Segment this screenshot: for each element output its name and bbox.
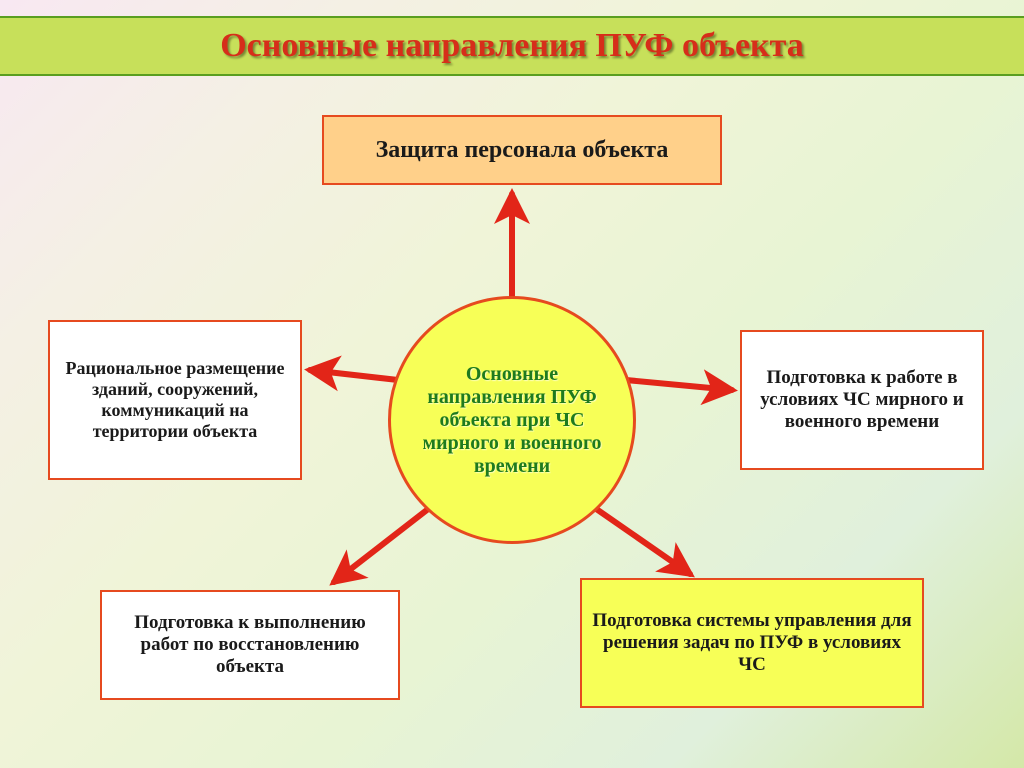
center-text: Основные направления ПУФ объекта при ЧС … bbox=[409, 363, 615, 478]
box-bottom-left: Подготовка к выполнению работ по восстан… bbox=[100, 590, 400, 700]
box-left-text: Рациональное размещение зданий, сооружен… bbox=[60, 358, 290, 442]
box-bottom-right: Подготовка системы управления для решени… bbox=[580, 578, 924, 708]
title-bar: Основные направления ПУФ объекта bbox=[0, 16, 1024, 76]
box-top: Защита персонала объекта bbox=[322, 115, 722, 185]
center-hub: Основные направления ПУФ объекта при ЧС … bbox=[388, 296, 636, 544]
box-bottom-right-text: Подготовка системы управления для решени… bbox=[592, 610, 912, 676]
box-left: Рациональное размещение зданий, сооружен… bbox=[48, 320, 302, 480]
box-top-text: Защита персонала объекта bbox=[376, 137, 669, 164]
box-bottom-left-text: Подготовка к выполнению работ по восстан… bbox=[112, 612, 388, 678]
box-right-text: Подготовка к работе в условиях ЧС мирног… bbox=[752, 367, 972, 433]
page-title: Основные направления ПУФ объекта bbox=[220, 27, 804, 65]
box-right: Подготовка к работе в условиях ЧС мирног… bbox=[740, 330, 984, 470]
